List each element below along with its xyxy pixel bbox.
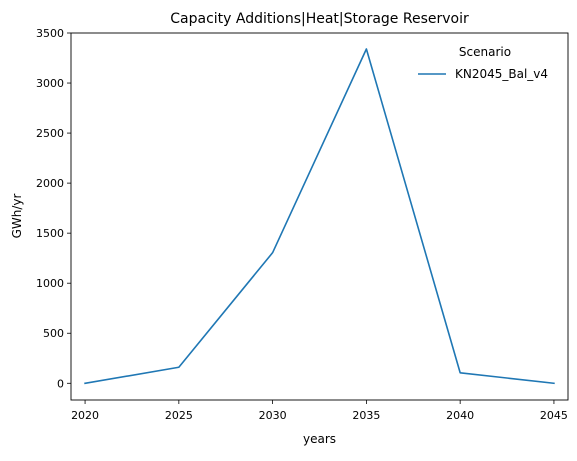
x-tick-label: 2025 (165, 409, 193, 422)
x-tick-label: 2020 (71, 409, 99, 422)
x-axis-label: years (303, 432, 336, 446)
x-tick-label: 2045 (540, 409, 568, 422)
plot-frame (71, 33, 568, 400)
y-tick-label: 3500 (36, 27, 64, 40)
y-tick-label: 3000 (36, 77, 64, 90)
x-tick-label: 2035 (352, 409, 380, 422)
legend: Scenario KN2045_Bal_v4 (418, 45, 548, 81)
series-line-0 (85, 49, 554, 383)
y-axis: 0 500 1000 1500 2000 2500 3000 3500 (36, 27, 71, 390)
y-tick-label: 1000 (36, 277, 64, 290)
series-lines (85, 49, 554, 383)
y-tick-label: 1500 (36, 227, 64, 240)
chart-title: Capacity Additions|Heat|Storage Reservoi… (170, 11, 469, 27)
x-tick-label: 2040 (446, 409, 474, 422)
y-tick-label: 2000 (36, 177, 64, 190)
y-tick-label: 2500 (36, 127, 64, 140)
legend-title: Scenario (459, 45, 511, 59)
y-tick-label: 0 (57, 377, 64, 390)
legend-label: KN2045_Bal_v4 (455, 67, 548, 81)
y-tick-label: 500 (43, 327, 64, 340)
x-axis: 2020 2025 2030 2035 2040 2045 (71, 400, 568, 422)
x-tick-label: 2030 (259, 409, 287, 422)
y-axis-label: GWh/yr (10, 194, 24, 239)
